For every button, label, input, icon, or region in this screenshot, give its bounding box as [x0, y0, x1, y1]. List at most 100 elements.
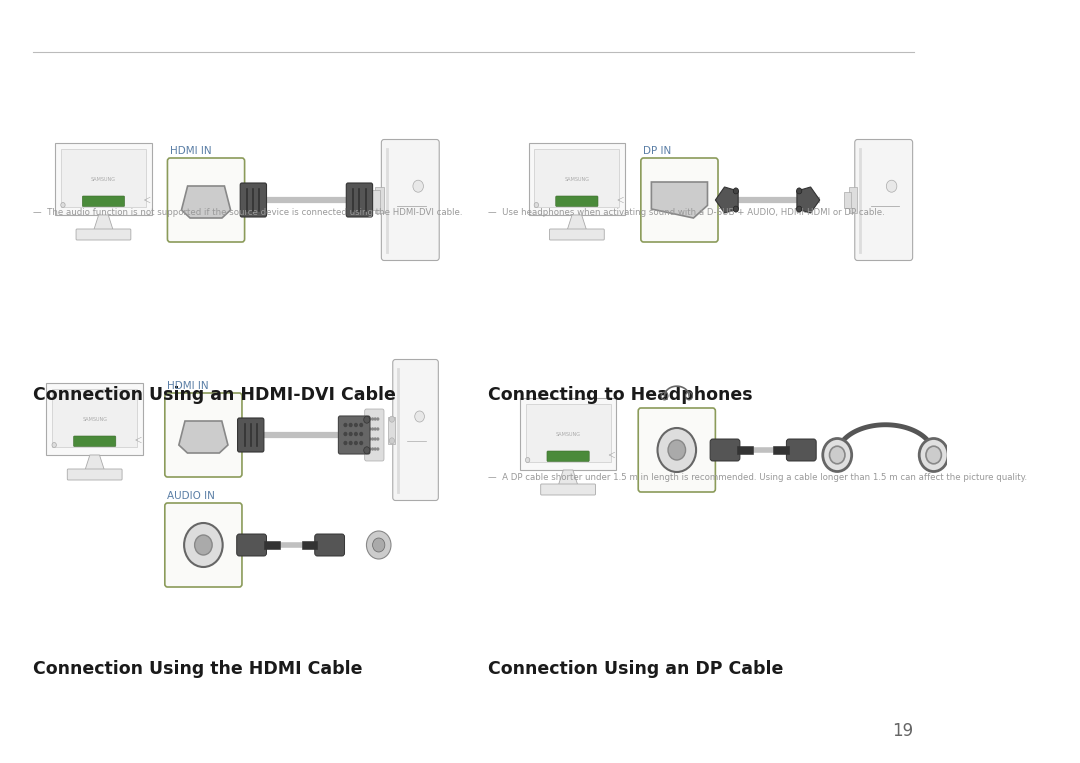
Polygon shape — [651, 182, 707, 218]
Bar — [738, 446, 753, 454]
Bar — [370, 190, 379, 210]
Circle shape — [926, 446, 942, 464]
Circle shape — [375, 428, 376, 430]
Circle shape — [375, 418, 376, 420]
FancyBboxPatch shape — [73, 436, 116, 446]
FancyBboxPatch shape — [240, 183, 267, 217]
FancyBboxPatch shape — [519, 398, 617, 470]
Circle shape — [658, 428, 697, 472]
Bar — [849, 188, 858, 213]
Circle shape — [373, 538, 384, 552]
FancyBboxPatch shape — [638, 408, 715, 492]
Circle shape — [354, 423, 357, 427]
Circle shape — [372, 438, 374, 440]
Bar — [773, 446, 789, 454]
Text: DP IN: DP IN — [644, 146, 672, 156]
Circle shape — [369, 418, 370, 420]
Text: Connecting to Headphones: Connecting to Headphones — [487, 386, 753, 404]
Text: —  The audio function is not supported if the source device is connected using t: — The audio function is not supported if… — [33, 208, 462, 217]
FancyBboxPatch shape — [550, 229, 604, 240]
Circle shape — [345, 433, 347, 436]
Circle shape — [389, 416, 394, 422]
Circle shape — [369, 438, 370, 440]
Circle shape — [372, 428, 374, 430]
Text: Connection Using the HDMI Cable: Connection Using the HDMI Cable — [33, 659, 363, 678]
Bar — [52, 389, 137, 447]
Circle shape — [377, 438, 379, 440]
Bar — [526, 404, 610, 462]
FancyBboxPatch shape — [314, 534, 345, 556]
Polygon shape — [85, 455, 105, 470]
FancyBboxPatch shape — [237, 534, 267, 556]
Circle shape — [366, 531, 391, 559]
Polygon shape — [179, 421, 228, 453]
Text: Connection Using an DP Cable: Connection Using an DP Cable — [487, 659, 783, 678]
Circle shape — [354, 442, 357, 445]
Circle shape — [360, 423, 363, 427]
Text: —  Use headphones when activating sound with a D-SUB + AUDIO, HDMI-HDMI or DP ca: — Use headphones when activating sound w… — [487, 208, 885, 217]
Circle shape — [52, 443, 56, 448]
Text: 19: 19 — [892, 722, 914, 740]
Circle shape — [377, 428, 379, 430]
FancyBboxPatch shape — [381, 140, 440, 260]
Circle shape — [733, 188, 739, 194]
Circle shape — [60, 202, 65, 208]
Circle shape — [375, 438, 376, 440]
Text: SAMSUNG: SAMSUNG — [82, 417, 107, 421]
FancyBboxPatch shape — [546, 451, 590, 462]
FancyBboxPatch shape — [711, 439, 740, 461]
Polygon shape — [558, 470, 578, 485]
Circle shape — [345, 442, 347, 445]
Circle shape — [389, 438, 394, 444]
Bar — [535, 149, 619, 207]
Text: Connection Using an HDMI-DVI Cable: Connection Using an HDMI-DVI Cable — [33, 386, 396, 404]
Circle shape — [375, 448, 376, 450]
FancyBboxPatch shape — [640, 158, 718, 242]
Circle shape — [364, 447, 369, 454]
FancyBboxPatch shape — [347, 183, 373, 217]
Circle shape — [415, 411, 424, 422]
Circle shape — [797, 206, 801, 212]
Polygon shape — [567, 215, 586, 230]
FancyBboxPatch shape — [165, 393, 242, 477]
Circle shape — [184, 523, 222, 567]
FancyBboxPatch shape — [338, 416, 370, 454]
Circle shape — [377, 418, 379, 420]
FancyBboxPatch shape — [82, 196, 124, 207]
FancyBboxPatch shape — [238, 418, 264, 452]
Circle shape — [377, 448, 379, 450]
Bar — [301, 541, 318, 549]
Polygon shape — [797, 187, 820, 213]
Polygon shape — [181, 186, 230, 218]
Text: AUDIO IN: AUDIO IN — [167, 491, 215, 501]
FancyBboxPatch shape — [556, 196, 598, 207]
Text: HDMI IN: HDMI IN — [167, 381, 210, 391]
Circle shape — [354, 433, 357, 436]
FancyBboxPatch shape — [365, 409, 384, 461]
FancyBboxPatch shape — [541, 484, 595, 495]
Circle shape — [345, 423, 347, 427]
Circle shape — [369, 448, 370, 450]
Bar — [845, 192, 851, 208]
Text: HDMI IN: HDMI IN — [170, 146, 212, 156]
Circle shape — [887, 180, 896, 192]
FancyBboxPatch shape — [854, 140, 913, 260]
Bar — [264, 541, 280, 549]
Text: SAMSUNG: SAMSUNG — [555, 432, 581, 436]
Circle shape — [797, 188, 801, 194]
FancyBboxPatch shape — [67, 469, 122, 480]
Circle shape — [525, 458, 530, 462]
Text: SAMSUNG: SAMSUNG — [565, 176, 590, 182]
Circle shape — [349, 423, 352, 427]
FancyBboxPatch shape — [528, 143, 625, 215]
Circle shape — [669, 440, 686, 460]
Circle shape — [372, 418, 374, 420]
Bar — [389, 417, 395, 443]
Circle shape — [535, 202, 539, 208]
FancyBboxPatch shape — [786, 439, 816, 461]
Circle shape — [360, 442, 363, 445]
Circle shape — [360, 433, 363, 436]
FancyBboxPatch shape — [55, 143, 151, 215]
Bar — [60, 149, 146, 207]
Circle shape — [823, 439, 852, 472]
